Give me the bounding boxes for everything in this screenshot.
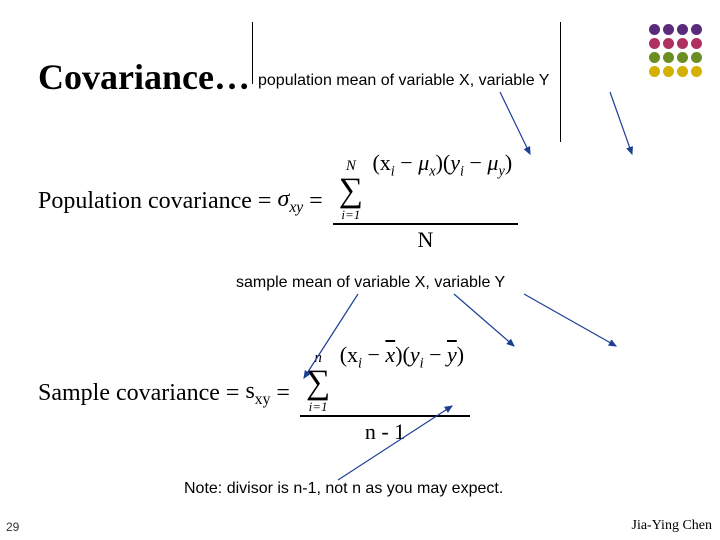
formula-sample-covariance: Sample covariance = sxy = n ∑ i=1 (xi − … [38,340,474,447]
annotation-population-mean: population mean of variable X, variable … [258,72,549,90]
formula2-symbol: sxy [245,378,270,409]
formula1-label: Population covariance = [38,188,271,215]
formula1-numerator: (xi − μx)(yi − μy) [372,150,512,175]
formula2-label: Sample covariance = [38,380,239,407]
formula-population-covariance: Population covariance = σxy = N ∑ i=1 (x… [38,148,522,255]
formula2-fraction: n ∑ i=1 (xi − x)(yi − y) n - 1 [300,340,470,447]
author-name: Jia-Ying Chen [632,518,713,534]
formula2-denominator: n - 1 [359,417,411,447]
formula1-denominator: N [411,225,439,255]
annotation-sample-mean: sample mean of variable X, variable Y [236,274,505,292]
formula1-fraction: N ∑ i=1 (xi − μx)(yi − μy) N [333,148,518,255]
corner-dots [649,24,702,77]
slide-title: Covariance… [38,56,250,98]
rule-line-2 [560,22,561,142]
page-number: 29 [6,520,19,534]
note-divisor: Note: divisor is n-1, not n as you may e… [184,480,503,498]
formula1-symbol: σxy [277,186,303,217]
formula2-numerator: (xi − x)(yi − y) [340,342,464,367]
rule-line-1 [252,22,253,84]
